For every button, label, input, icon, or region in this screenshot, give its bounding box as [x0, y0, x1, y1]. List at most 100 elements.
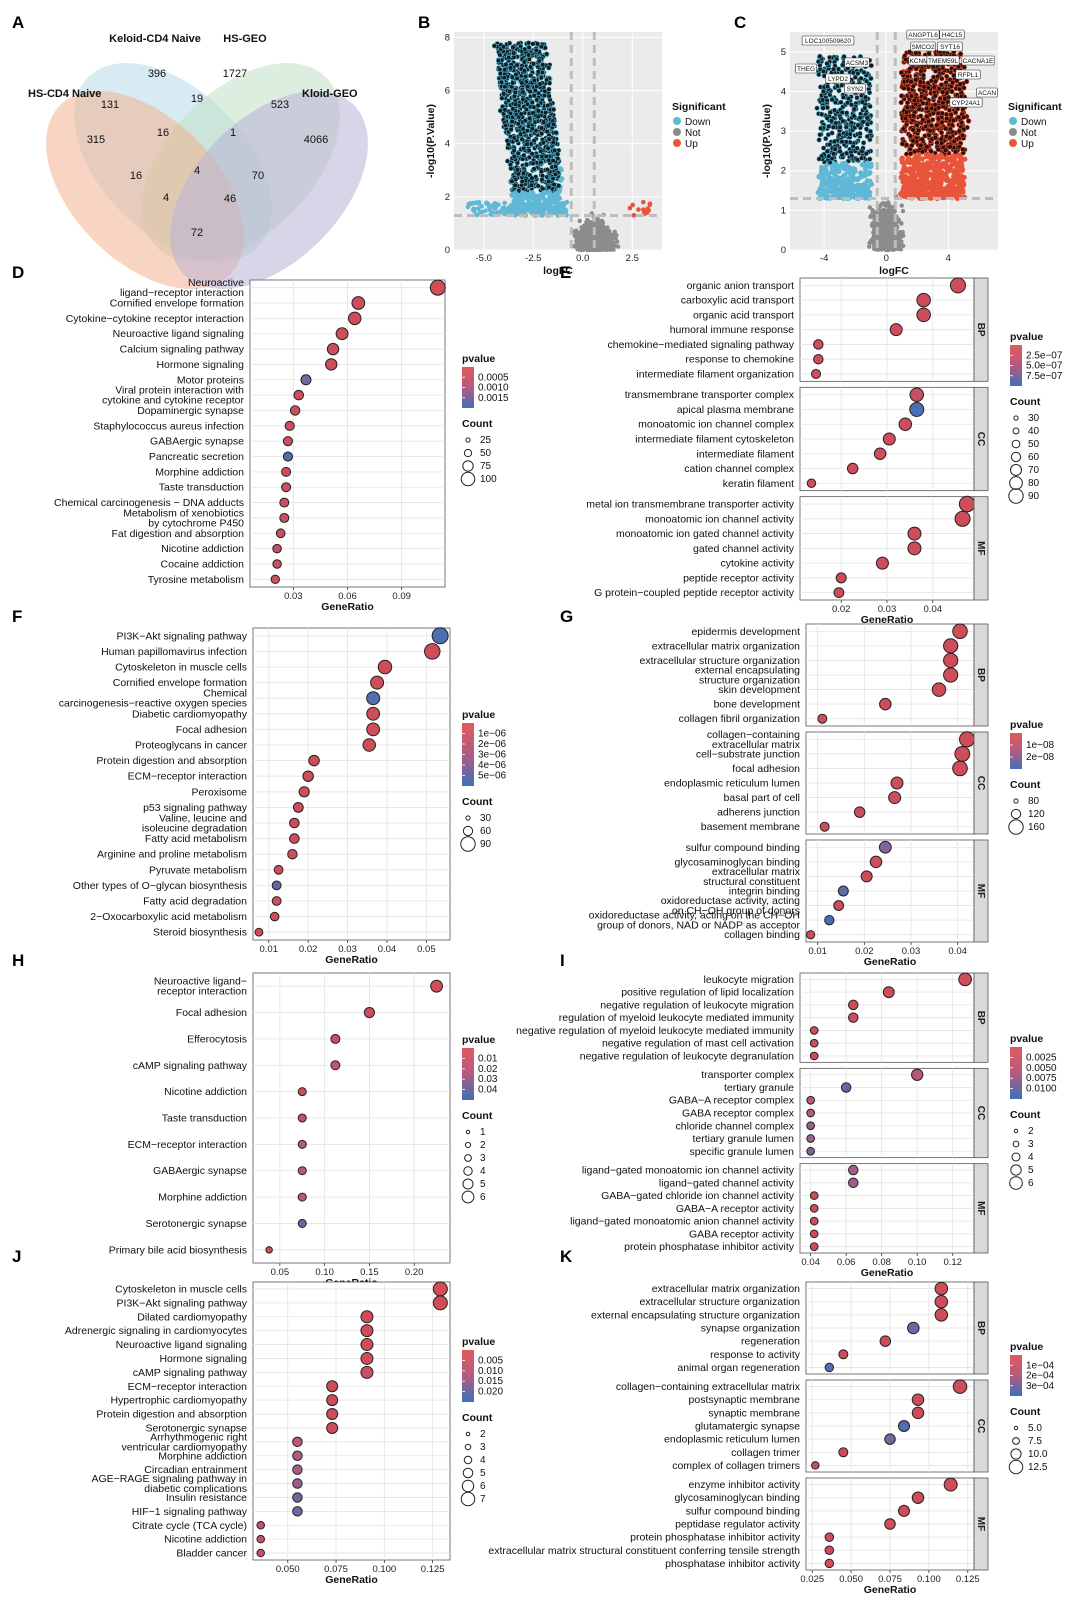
point-down-strong	[524, 141, 530, 147]
point-down-strong	[823, 136, 829, 142]
point-down	[494, 203, 500, 208]
point-up	[918, 179, 924, 185]
point-not-significant	[581, 235, 586, 241]
point-down	[841, 165, 847, 172]
point-down-strong	[522, 118, 528, 124]
dot-cytokine-cytokine-receptor-interaction	[347, 311, 362, 326]
point-down	[526, 203, 532, 208]
legend-swatch	[673, 139, 681, 147]
point-down	[513, 196, 520, 202]
point-up-strong	[926, 50, 932, 57]
point-down-strong	[816, 71, 822, 78]
point-down-strong	[816, 156, 822, 162]
point-down-strong	[864, 78, 870, 84]
x-tick-label: 0.03	[284, 591, 303, 602]
point-not-significant	[603, 232, 608, 237]
gene-label: ACAN	[978, 90, 996, 97]
point-down-strong	[816, 137, 822, 143]
x-tick-label: 0	[884, 253, 889, 264]
point-up-strong	[961, 114, 967, 120]
point-down-strong	[843, 139, 849, 145]
point-up	[917, 166, 923, 172]
point-down-strong	[556, 183, 562, 189]
point-down-strong	[551, 106, 557, 113]
point-up-strong	[950, 80, 956, 86]
point-up-strong	[944, 90, 950, 96]
point-not-significant	[899, 203, 904, 208]
point-down	[823, 190, 829, 197]
point-down-strong	[502, 84, 508, 90]
point-up-strong	[961, 126, 967, 132]
point-up-strong	[916, 127, 922, 134]
point-up-strong	[931, 84, 937, 90]
point-up-strong	[913, 77, 919, 83]
point-down-strong	[497, 71, 504, 77]
point-down	[835, 191, 841, 197]
point-up-strong	[939, 119, 945, 125]
point-down-strong	[824, 60, 830, 67]
point-up-strong	[934, 122, 940, 128]
point-up	[909, 176, 915, 182]
point-down-strong	[553, 163, 559, 170]
point-up	[915, 188, 921, 194]
point-down	[836, 166, 842, 172]
point-down-strong	[526, 44, 532, 51]
point-down-strong	[546, 184, 552, 190]
point-down-strong	[540, 62, 546, 68]
point-up	[919, 156, 925, 162]
point-up-strong	[916, 106, 922, 112]
point-up	[923, 181, 929, 187]
point-up	[950, 153, 956, 160]
point-not-significant	[900, 208, 906, 214]
point-up-strong	[924, 105, 930, 112]
count-legend-circle	[460, 471, 476, 487]
point-not-significant	[580, 243, 585, 248]
point-down	[836, 175, 843, 181]
point-not-significant	[594, 247, 600, 252]
point-down-strong	[552, 171, 559, 177]
venn-region-count: 1727	[223, 68, 247, 80]
point-down-strong	[532, 87, 539, 94]
point-down-strong	[543, 153, 549, 160]
point-down-strong	[520, 145, 527, 152]
dot-metabolism-of-xenobiotics-by-cytochrome-	[279, 512, 290, 523]
point-down-strong	[519, 136, 525, 142]
point-down	[471, 200, 476, 206]
point-down-strong	[827, 54, 833, 61]
point-down	[546, 189, 552, 195]
point-down-strong	[551, 121, 557, 127]
point-up	[938, 175, 944, 182]
dot-hormone-signaling	[325, 358, 338, 371]
point-not-significant	[881, 213, 887, 218]
venn-region-count: 4	[194, 165, 200, 177]
count-legend-circle	[462, 460, 474, 472]
point-down-strong	[495, 58, 502, 64]
point-down-strong	[850, 70, 856, 76]
dot-gabaergic-synapse	[282, 436, 293, 447]
point-not-significant	[598, 228, 603, 233]
point-down	[475, 212, 480, 218]
point-up-strong	[920, 117, 926, 123]
term-label-tyrosine-metabolism: Tyrosine metabolism	[148, 574, 245, 586]
x-tick-label: -5.0	[476, 253, 492, 264]
point-down	[509, 192, 515, 198]
point-down-strong	[506, 88, 513, 95]
point-down-strong	[535, 108, 541, 114]
point-down-strong	[839, 82, 845, 88]
point-down-strong	[531, 166, 537, 172]
gene-label: CYP24A1	[952, 100, 981, 107]
point-down-strong	[506, 54, 512, 61]
point-down-strong	[539, 131, 545, 137]
point-down-strong	[846, 95, 852, 102]
point-up-strong	[937, 95, 943, 102]
point-down	[868, 181, 875, 187]
point-up	[902, 183, 908, 190]
point-not-significant	[606, 231, 611, 236]
point-down-strong	[525, 40, 532, 46]
point-down-strong	[820, 97, 826, 103]
point-down	[521, 205, 526, 210]
point-up-strong	[961, 64, 967, 70]
term-label-dopaminergic-synapse: Dopaminergic synapse	[137, 405, 244, 417]
